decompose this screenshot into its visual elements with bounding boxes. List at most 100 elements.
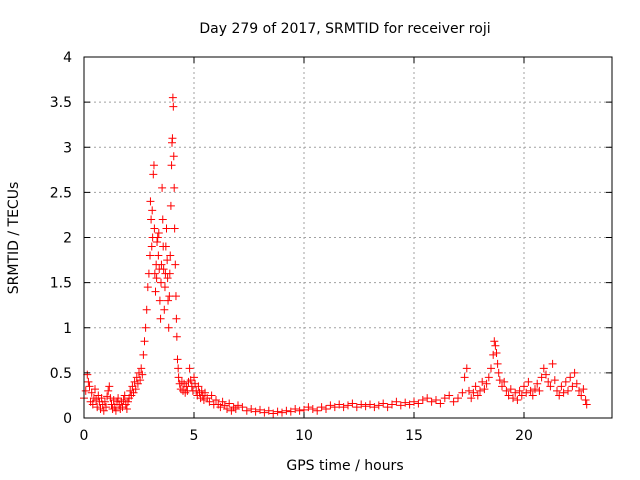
data-point xyxy=(181,388,190,397)
data-point xyxy=(242,406,251,415)
data-point xyxy=(126,386,135,395)
data-point xyxy=(440,394,449,403)
data-point xyxy=(575,386,583,395)
data-point xyxy=(454,394,462,403)
x-tick-label: 0 xyxy=(80,428,89,444)
data-point xyxy=(414,399,423,408)
data-point xyxy=(482,379,491,388)
data-point xyxy=(162,224,171,233)
data-point xyxy=(286,407,295,416)
data-point xyxy=(197,386,206,395)
data-point xyxy=(581,395,590,404)
data-point xyxy=(460,373,469,382)
data-point xyxy=(269,409,278,418)
data-point xyxy=(480,385,489,394)
y-tick-label: 0.5 xyxy=(50,366,72,382)
data-point xyxy=(410,397,418,406)
data-point xyxy=(572,379,581,388)
data-point xyxy=(159,265,168,274)
data-point xyxy=(405,400,414,409)
data-point xyxy=(160,283,169,292)
data-point xyxy=(379,399,388,408)
data-point xyxy=(231,404,240,413)
data-point xyxy=(524,377,533,386)
data-point xyxy=(535,386,544,395)
data-point xyxy=(388,400,396,409)
x-tick-label: 15 xyxy=(405,428,423,444)
data-point xyxy=(370,403,379,412)
data-point xyxy=(500,377,509,386)
data-point xyxy=(308,404,317,413)
data-point xyxy=(207,391,216,400)
data-point xyxy=(582,400,591,409)
data-point xyxy=(154,251,163,260)
data-point xyxy=(93,403,102,412)
y-tick-label: 2.5 xyxy=(50,185,72,201)
y-tick-label: 3 xyxy=(63,140,72,156)
data-point xyxy=(147,215,156,224)
data-point xyxy=(506,385,515,394)
data-point xyxy=(383,403,392,412)
data-point xyxy=(156,314,165,323)
data-point xyxy=(100,397,109,406)
data-point xyxy=(484,373,493,382)
data-point xyxy=(171,260,180,269)
data-point xyxy=(137,364,146,373)
data-point xyxy=(146,251,154,260)
data-point xyxy=(92,395,101,404)
data-point xyxy=(264,406,273,415)
data-point xyxy=(168,93,177,102)
data-point xyxy=(171,292,180,301)
data-point xyxy=(124,397,132,406)
data-point xyxy=(251,407,260,416)
data-point xyxy=(143,283,152,292)
data-point xyxy=(135,368,143,377)
data-point xyxy=(190,373,198,382)
data-point xyxy=(542,370,550,379)
data-point xyxy=(295,406,304,415)
data-point xyxy=(561,377,570,386)
data-point xyxy=(366,400,374,409)
data-point xyxy=(504,391,513,400)
data-point xyxy=(570,368,579,377)
data-point xyxy=(546,382,555,391)
data-point xyxy=(528,391,537,400)
data-point xyxy=(469,388,478,397)
data-point xyxy=(174,364,183,373)
data-point xyxy=(153,233,162,242)
data-point xyxy=(401,398,410,407)
data-point xyxy=(539,364,548,373)
data-point xyxy=(487,364,495,373)
data-point xyxy=(326,401,335,410)
data-point xyxy=(147,242,156,251)
data-point xyxy=(522,388,531,397)
data-point xyxy=(170,224,179,233)
data-point xyxy=(199,395,208,404)
data-point xyxy=(344,401,352,410)
data-point xyxy=(130,377,139,386)
data-point xyxy=(423,394,432,403)
data-point xyxy=(495,376,504,385)
x-axis-label: GPS time / hours xyxy=(286,458,403,474)
data-point xyxy=(102,403,110,412)
chart-title: Day 279 of 2017, SRMTID for receiver roj… xyxy=(199,21,490,37)
data-point xyxy=(432,395,440,404)
data-point xyxy=(476,386,484,395)
data-point xyxy=(160,305,169,314)
data-point xyxy=(223,404,231,413)
y-axis-label: SRMTID / TECUs xyxy=(6,182,22,295)
y-tick-label: 3.5 xyxy=(50,95,72,111)
data-point xyxy=(520,382,528,391)
data-point xyxy=(278,408,286,417)
data-point xyxy=(163,274,172,283)
data-point xyxy=(149,161,158,170)
data-point xyxy=(164,296,173,305)
data-point xyxy=(169,152,178,161)
data-point xyxy=(110,403,119,412)
data-point xyxy=(174,373,183,382)
data-point xyxy=(317,403,326,412)
data-point xyxy=(548,359,557,368)
data-point xyxy=(140,337,149,346)
data-point xyxy=(291,404,300,413)
data-point xyxy=(494,368,503,377)
